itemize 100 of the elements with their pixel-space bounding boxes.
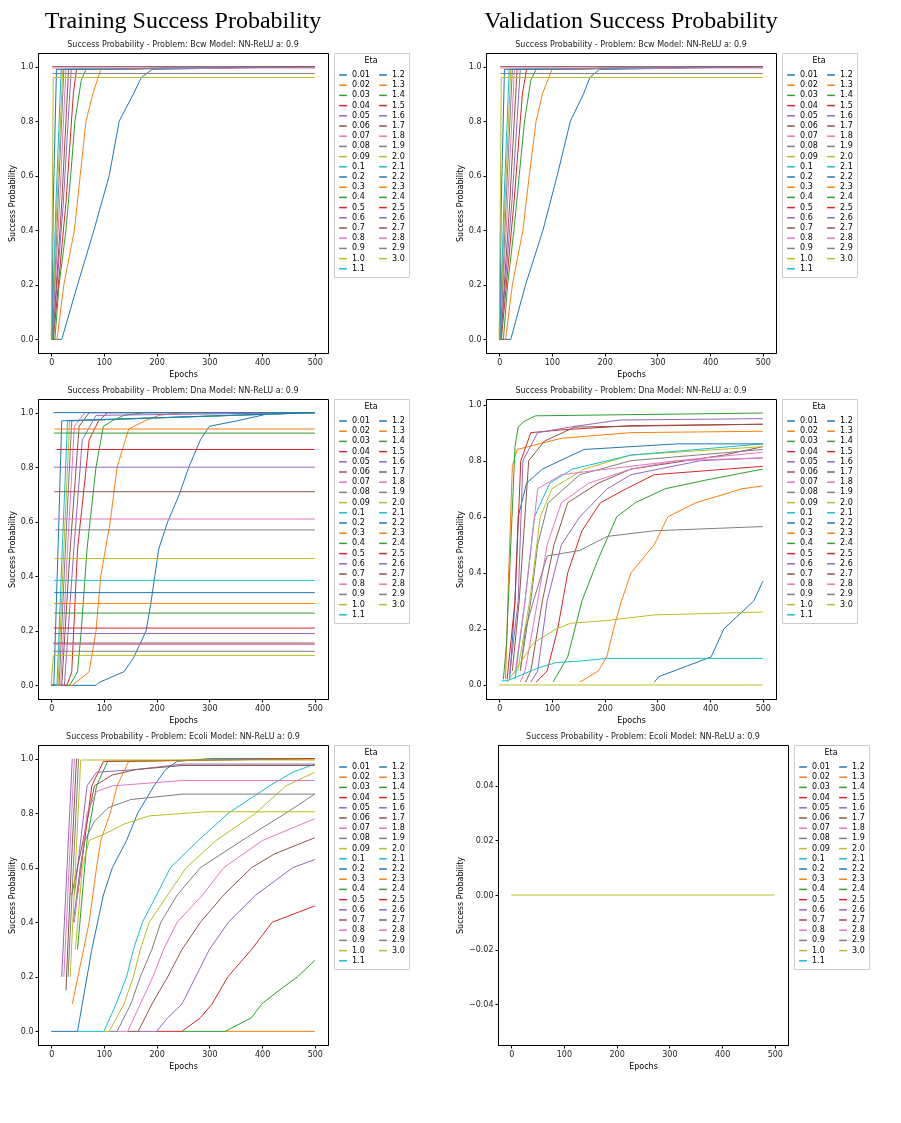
legend-label: 2.2: [392, 864, 405, 873]
chart-subtitle: Success Probability - Problem: Bcw Model: NN-ReLU a: 0.9: [67, 39, 299, 49]
legend-label: 0.7: [352, 915, 365, 924]
legend-label: 0.09: [352, 151, 370, 161]
x-axis-title: Epochs: [169, 369, 198, 379]
legend-label: 1.4: [392, 782, 405, 792]
y-tick-label: 0.6: [468, 512, 482, 522]
legend-label: 1.5: [840, 446, 853, 456]
legend-label: 0.03: [352, 90, 370, 100]
legend-label: 0.2: [812, 864, 825, 873]
legend-label: 0.4: [800, 192, 813, 202]
y-tick-label: 0.00: [475, 890, 494, 900]
y-tick-label: 0.4: [468, 568, 482, 578]
legend-label: 0.06: [800, 121, 818, 130]
legend-label: 2.6: [840, 212, 853, 222]
legend-label: 2.3: [840, 182, 853, 192]
legend-label: 3.0: [840, 253, 853, 263]
legend-label: 2.2: [392, 518, 405, 527]
legend-label: 2.4: [840, 538, 853, 548]
legend-label: 2.7: [392, 915, 405, 924]
legend-label: 0.08: [800, 141, 818, 151]
legend-label: 2.6: [840, 558, 853, 568]
x-tick-label: 100: [544, 357, 561, 367]
chart-title: Success Probability - Problem: Ecoli Model: NN-ReLU a: 0.9: [66, 731, 300, 741]
legend-label: 2.0: [852, 843, 865, 853]
legend-label: 0.1: [352, 507, 365, 517]
legend-label: 0.06: [352, 467, 370, 476]
legend-label: 0.01: [800, 416, 818, 425]
legend-label: 0.09: [352, 497, 370, 507]
legend-label: 0.5: [800, 548, 813, 558]
legend-label: 0.6: [352, 558, 365, 568]
legend-label: 2.0: [392, 843, 405, 853]
legend-label: 1.5: [840, 100, 853, 110]
y-tick-label: 0.04: [475, 781, 494, 791]
legend-label: 1.6: [852, 802, 865, 812]
x-tick-label: 100: [96, 703, 113, 713]
legend-label: 0.2: [352, 172, 365, 181]
legend-label: 0.7: [812, 915, 825, 924]
legend-label: 1.1: [352, 263, 365, 273]
legend-label: 2.3: [840, 528, 853, 538]
legend-label: 2.5: [392, 894, 405, 904]
legend-label: 1.9: [840, 487, 853, 497]
legend-label: 0.1: [352, 853, 365, 863]
x-axis-title: Epochs: [169, 715, 198, 725]
y-tick-label: 0.2: [468, 280, 482, 290]
y-tick-label: 0.8: [20, 462, 34, 472]
legend-label: 0.5: [812, 894, 825, 904]
legend-label: 0.08: [812, 833, 830, 843]
y-axis-title: Success Probability: [455, 510, 465, 589]
legend-label: 1.4: [392, 436, 405, 446]
x-tick-label: 400: [702, 703, 719, 713]
x-tick-label: 300: [202, 703, 218, 713]
legend-label: 2.2: [840, 518, 853, 527]
legend-label: 1.8: [852, 823, 865, 833]
legend-label: 3.0: [392, 945, 405, 955]
legend-label: 2.6: [392, 212, 405, 222]
y-axis-title: Success Probability: [7, 856, 17, 935]
legend-label: 0.03: [800, 90, 818, 100]
x-tick-label: 200: [149, 703, 165, 713]
legend-label: 0.03: [800, 436, 818, 446]
legend-label: 1.2: [840, 70, 853, 79]
legend-label: 1.8: [392, 477, 405, 487]
legend-label: 2.8: [840, 579, 853, 589]
legend-label: 2.4: [852, 884, 865, 894]
legend-label: 0.06: [800, 467, 818, 476]
legend-label: 2.5: [392, 202, 405, 212]
x-tick-label: 500: [755, 703, 771, 713]
legend-label: 1.3: [852, 772, 865, 782]
legend-label: 3.0: [392, 599, 405, 609]
legend-label: 0.07: [352, 477, 370, 487]
legend-label: 0.01: [352, 70, 370, 79]
legend-label: 0.9: [812, 935, 825, 945]
x-tick-label: 300: [650, 357, 666, 367]
x-tick-label: 0: [497, 703, 503, 713]
legend-label: 0.5: [352, 548, 365, 558]
legend-label: 1.9: [852, 833, 865, 843]
legend-label: 0.5: [352, 894, 365, 904]
legend-label: 0.06: [352, 813, 370, 822]
chart-title: Success Probability - Problem: Dna Model: NN-ReLU a: 0.9: [67, 385, 299, 395]
x-axis-title: Epochs: [169, 1061, 198, 1071]
legend-label: 2.4: [392, 884, 405, 894]
legend-label: 1.5: [392, 446, 405, 456]
legend-label: 1.2: [840, 416, 853, 425]
y-tick-label: 0.0: [20, 680, 34, 690]
legend-label: 0.05: [812, 802, 830, 812]
y-tick-label: 0.4: [20, 917, 34, 927]
legend-label: 1.0: [352, 253, 365, 263]
y-tick-label: 0.8: [468, 116, 482, 126]
x-tick-label: 500: [307, 703, 323, 713]
legend-label: 0.8: [800, 233, 813, 243]
legend-label: 0.3: [352, 874, 365, 884]
legend-label: 0.4: [352, 192, 365, 202]
legend-label: 0.6: [800, 558, 813, 568]
legend-label: 1.8: [392, 131, 405, 141]
legend-label: 2.0: [392, 497, 405, 507]
y-axis-title: Success Probability: [7, 164, 17, 243]
legend-label: 2.9: [392, 243, 405, 253]
legend-label: 0.6: [352, 904, 365, 914]
legend-label: 1.1: [352, 955, 365, 965]
legend-label: 0.09: [812, 843, 830, 853]
